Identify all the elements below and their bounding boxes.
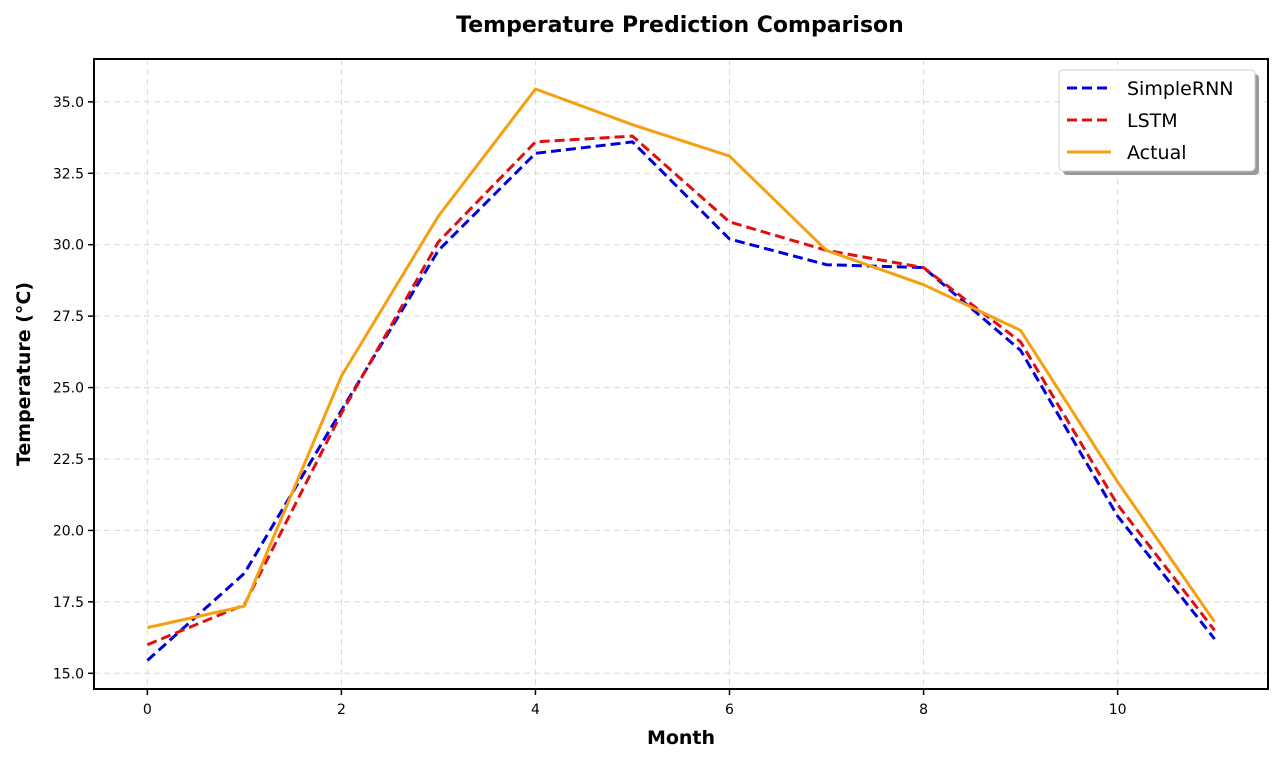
x-tick-label: 0 <box>143 702 152 718</box>
y-tick-label: 32.5 <box>53 166 84 182</box>
chart-title: Temperature Prediction Comparison <box>456 13 904 38</box>
x-tick-label: 6 <box>725 702 734 718</box>
y-tick-label: 30.0 <box>53 238 84 254</box>
legend-entry-label: Actual <box>1127 142 1187 164</box>
y-tick-label: 35.0 <box>53 95 84 111</box>
x-axis-label: Month <box>647 727 715 749</box>
legend-box <box>1058 69 1256 172</box>
series-line-lstm <box>146 134 1216 647</box>
y-tick-label: 25.0 <box>53 381 84 397</box>
series-line-actual <box>147 87 1216 630</box>
legend-entry-label: SimpleRNN <box>1127 78 1234 100</box>
y-tick-label: 17.5 <box>53 595 84 611</box>
series-line-simplernn <box>146 140 1216 662</box>
axis-ticks: 0 2 4 6 8 10 15.0 17.5 20.0 22.5 25.0 27.5 30.0 32.5 3… <box>53 95 1127 718</box>
y-tick-label: 22.5 <box>53 452 84 468</box>
x-tick-label: 4 <box>531 702 540 718</box>
x-tick-label: 8 <box>919 702 928 718</box>
y-tick-label: 20.0 <box>53 523 84 539</box>
legend-entry-label: LSTM <box>1127 110 1178 132</box>
y-tick-label: 15.0 <box>53 666 84 682</box>
legend: SimpleRNN LSTM Actual <box>1058 69 1259 175</box>
y-axis-label: Temperature (°C) <box>13 282 35 466</box>
y-tick-label: 27.5 <box>53 309 84 325</box>
x-tick-label: 10 <box>1109 702 1127 718</box>
x-tick-label: 2 <box>337 702 346 718</box>
series-lines <box>146 87 1216 662</box>
plot-area-frame <box>93 58 1269 690</box>
